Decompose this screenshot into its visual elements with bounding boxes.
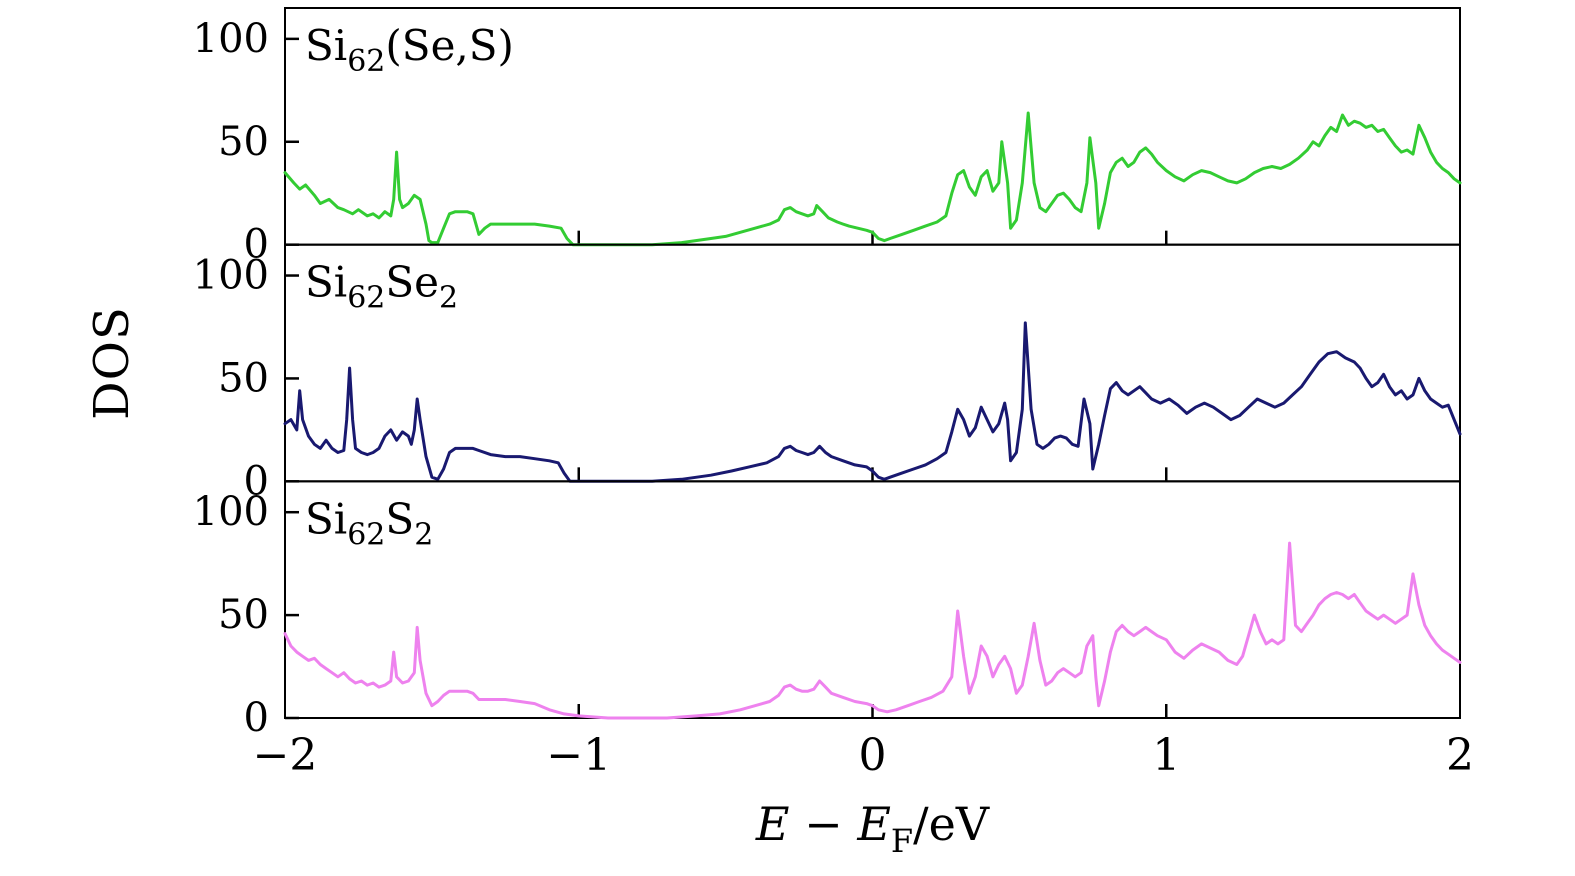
x-tick-label: −1 — [546, 730, 611, 781]
x-tick-label: −2 — [253, 730, 318, 781]
y-tick-label: 100 — [193, 489, 269, 535]
x-tick-label: 0 — [859, 730, 887, 781]
y-tick-label: 100 — [193, 253, 269, 299]
y-tick-label: 0 — [244, 695, 269, 741]
y-tick-label: 0 — [244, 458, 269, 504]
panel-border — [284, 480, 1461, 720]
dos-curve-2 — [283, 321, 1462, 483]
panel-border — [284, 243, 1461, 483]
dos-curve-1 — [283, 111, 1462, 247]
x-axis-title: E − EF/eV — [755, 797, 990, 860]
panel-label: Si62(Se,S) — [305, 21, 514, 79]
x-tick-label: 1 — [1152, 730, 1180, 781]
y-tick-label: 0 — [244, 222, 269, 268]
y-tick-label: 100 — [193, 16, 269, 62]
y-tick-label: 50 — [218, 592, 269, 638]
y-axis-title: DOS — [84, 306, 140, 420]
x-tick-label: 2 — [1446, 730, 1474, 781]
y-tick-label: 50 — [218, 355, 269, 401]
y-tick-label: 50 — [218, 119, 269, 165]
panel-label: Si62Se2 — [305, 258, 458, 316]
panel-label: Si62S2 — [305, 494, 433, 552]
dos-curve-3 — [283, 541, 1462, 720]
